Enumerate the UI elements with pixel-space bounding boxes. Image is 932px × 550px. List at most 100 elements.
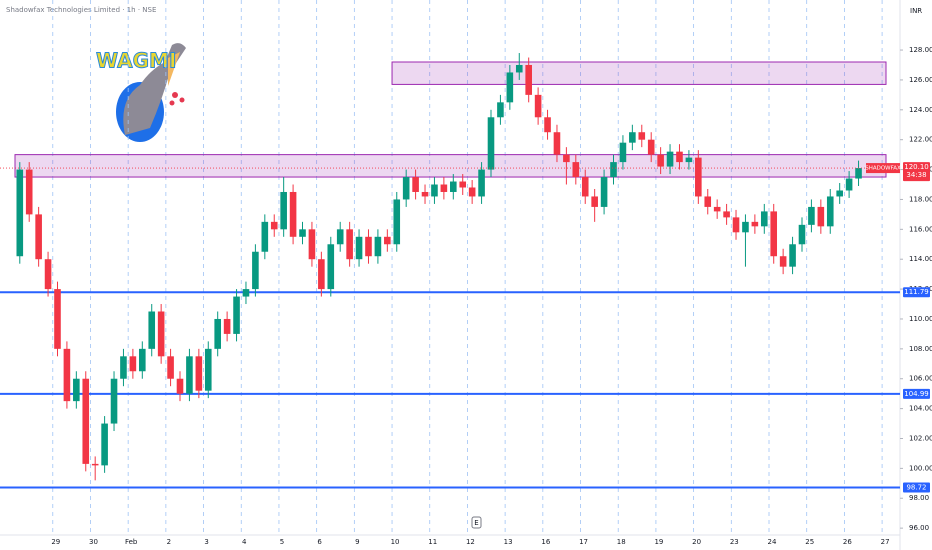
- y-tick-label: 124.00: [909, 106, 932, 114]
- candle-body: [657, 154, 664, 167]
- candle-body: [826, 196, 834, 227]
- y-tick-label: 100.00: [909, 464, 932, 472]
- candle-body: [233, 296, 240, 334]
- candle-body: [647, 139, 655, 155]
- candle-body: [581, 177, 589, 197]
- candle-body: [506, 72, 514, 103]
- candle-body: [129, 356, 137, 372]
- candle-body: [713, 206, 721, 212]
- candle-body: [280, 191, 287, 230]
- candle-body: [289, 191, 297, 237]
- price-tag: [903, 162, 930, 182]
- candle-body: [563, 154, 570, 163]
- candle-body: [54, 289, 61, 349]
- x-tick-label: 29: [51, 538, 60, 546]
- candle-body: [770, 211, 778, 257]
- level-tag: [903, 482, 930, 493]
- candle-body: [572, 162, 580, 178]
- candle-body: [431, 184, 438, 197]
- candle-body: [600, 177, 608, 207]
- candle-body: [139, 348, 146, 372]
- currency: INR: [910, 7, 922, 15]
- candle-body: [421, 191, 429, 197]
- candle-body: [553, 132, 561, 155]
- candle-body: [393, 199, 401, 245]
- level-label: 111.79: [904, 288, 929, 296]
- candle-body: [610, 162, 617, 178]
- candle-body: [157, 311, 165, 357]
- x-tick-label: 11: [428, 538, 437, 546]
- x-tick-label: 4: [242, 538, 247, 546]
- candle-body: [468, 187, 476, 197]
- candle-body: [591, 196, 598, 207]
- candle-body: [186, 356, 193, 394]
- candle-body: [525, 64, 532, 95]
- level-tag: [903, 287, 930, 298]
- candle-body: [450, 181, 457, 192]
- candle-body: [167, 356, 174, 379]
- candle-body: [666, 151, 674, 167]
- symbol-label: SHADOWFAX: [865, 166, 901, 172]
- candle-body: [836, 190, 843, 197]
- candle-body: [704, 196, 712, 207]
- event-marker-box: [471, 516, 482, 529]
- y-tick-label: 108.00: [909, 345, 932, 353]
- candle-body: [459, 181, 467, 188]
- candle-body: [515, 64, 523, 73]
- level-label: 104.99: [904, 390, 929, 398]
- x-tick-label: 19: [654, 538, 663, 546]
- y-tick-label: 98.00: [909, 494, 929, 502]
- level-tag: [903, 388, 930, 399]
- x-tick-label: 16: [541, 538, 550, 546]
- candle-body: [223, 318, 231, 334]
- y-tick-label: 116.00: [909, 225, 932, 233]
- event-marker: E: [474, 519, 478, 527]
- x-tick-label: 13: [504, 538, 513, 546]
- candle-body: [723, 211, 730, 218]
- logo-beak: [168, 52, 180, 86]
- candle-body: [318, 259, 325, 290]
- candle-body: [25, 169, 33, 215]
- y-tick-label: 110.00: [909, 315, 932, 323]
- candle-body: [120, 356, 127, 379]
- candle-body: [384, 236, 391, 245]
- candle-body: [73, 378, 80, 402]
- x-tick-label: 6: [317, 538, 322, 546]
- candle-body: [629, 132, 636, 143]
- candle-body: [110, 378, 118, 424]
- candle-body: [534, 94, 542, 118]
- zone: [391, 61, 887, 85]
- candle-body: [176, 378, 184, 394]
- candle-body: [346, 229, 353, 260]
- candle-body: [299, 229, 306, 237]
- candle-body: [214, 318, 221, 349]
- candle-body: [742, 221, 749, 233]
- candle-body: [148, 311, 156, 349]
- candle-body: [402, 177, 410, 200]
- y-tick-label: 104.00: [909, 405, 932, 413]
- candle-body: [91, 463, 99, 466]
- candle-body: [798, 224, 806, 245]
- candle-body: [82, 378, 90, 464]
- candle-body: [789, 244, 796, 267]
- x-tick-label: 10: [391, 538, 400, 546]
- y-tick-label: 118.00: [909, 195, 932, 203]
- x-tick-label: 5: [280, 538, 284, 546]
- y-tick-label: 114.00: [909, 255, 932, 263]
- logo-dot: [172, 92, 178, 98]
- x-tick-label: 25: [805, 538, 814, 546]
- candle-body: [779, 256, 787, 267]
- candle-body: [195, 356, 203, 391]
- symbol-tag: [866, 163, 900, 174]
- x-tick-label: 27: [881, 538, 890, 546]
- candle-body: [695, 157, 702, 197]
- x-tick-label: 20: [692, 538, 701, 546]
- candle-body: [676, 151, 683, 163]
- candle-body: [374, 236, 382, 257]
- candle-body: [270, 221, 278, 230]
- x-tick-label: 18: [617, 538, 626, 546]
- candle-body: [101, 423, 108, 466]
- candle-body: [638, 132, 646, 140]
- x-tick-label: 23: [730, 538, 739, 546]
